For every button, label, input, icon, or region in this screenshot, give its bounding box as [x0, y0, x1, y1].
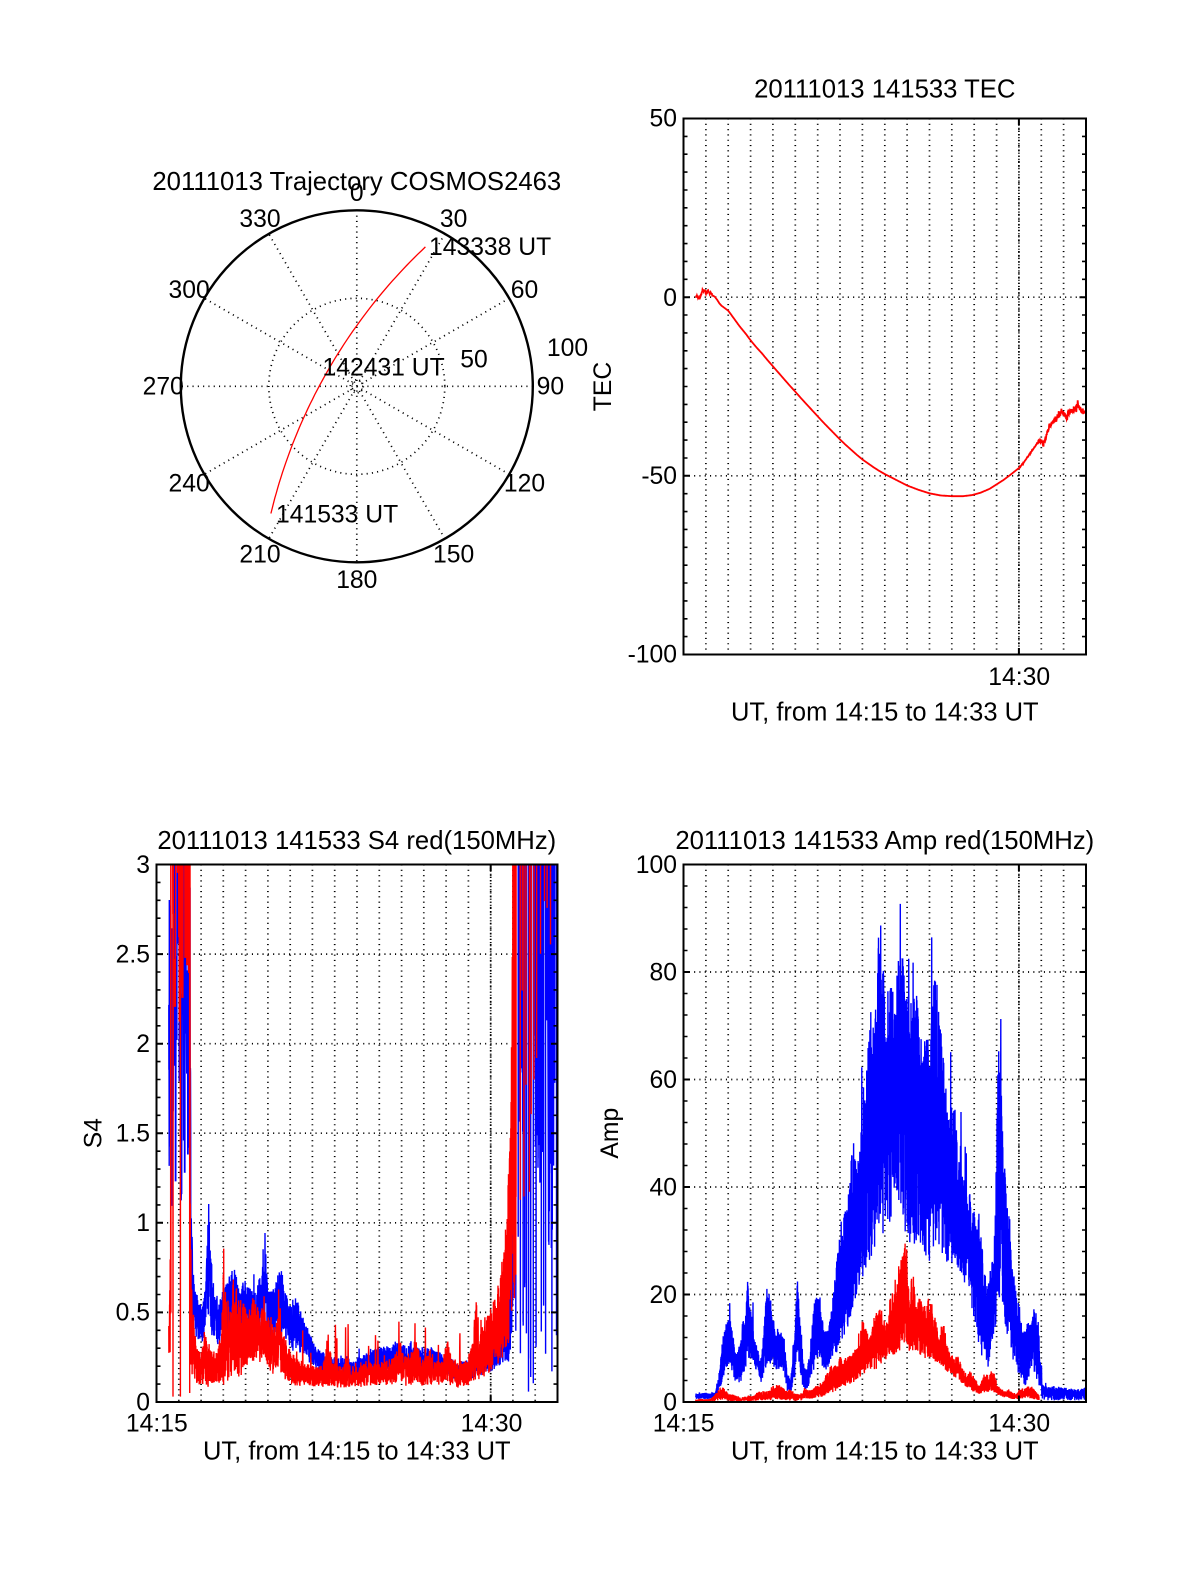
svg-text:14:30: 14:30	[461, 1411, 523, 1438]
svg-text:100: 100	[636, 852, 677, 879]
svg-text:1.5: 1.5	[116, 1121, 150, 1148]
svg-text:180: 180	[336, 567, 377, 594]
svg-text:20: 20	[650, 1282, 677, 1309]
svg-text:50: 50	[650, 106, 677, 133]
svg-text:0: 0	[663, 1389, 677, 1416]
svg-text:14:15: 14:15	[653, 1411, 715, 1438]
svg-text:141533 UT: 141533 UT	[276, 502, 398, 529]
svg-text:210: 210	[239, 541, 280, 568]
svg-text:3: 3	[136, 852, 150, 879]
svg-text:330: 330	[239, 206, 280, 233]
svg-text:14:30: 14:30	[988, 1411, 1050, 1438]
svg-text:100: 100	[547, 335, 588, 362]
svg-text:80: 80	[650, 959, 677, 986]
svg-text:50: 50	[460, 346, 487, 373]
svg-text:300: 300	[168, 277, 209, 304]
svg-text:S4: S4	[81, 1118, 108, 1148]
svg-text:40: 40	[650, 1174, 677, 1201]
svg-text:-100: -100	[628, 642, 677, 669]
svg-text:30: 30	[440, 206, 467, 233]
svg-text:143338 UT: 143338 UT	[429, 234, 551, 261]
svg-text:60: 60	[511, 277, 538, 304]
svg-text:20111013 Trajectory COSMOS2463: 20111013 Trajectory COSMOS2463	[152, 168, 561, 196]
svg-text:240: 240	[168, 470, 209, 497]
svg-text:20111013 141533 S4 red(150MHz): 20111013 141533 S4 red(150MHz)	[157, 827, 556, 855]
svg-text:270: 270	[143, 374, 184, 401]
svg-text:14:30: 14:30	[988, 664, 1050, 691]
svg-text:20111013 141533 Amp red(150MHz: 20111013 141533 Amp red(150MHz)	[675, 827, 1094, 855]
svg-text:0: 0	[136, 1389, 150, 1416]
svg-text:UT, from 14:15 to 14:33 UT: UT, from 14:15 to 14:33 UT	[731, 699, 1039, 727]
svg-text:20111013 141533 TEC: 20111013 141533 TEC	[754, 76, 1015, 104]
svg-text:UT, from 14:15 to 14:33 UT: UT, from 14:15 to 14:33 UT	[731, 1438, 1039, 1466]
svg-text:0: 0	[663, 285, 677, 312]
svg-text:142431 UT: 142431 UT	[323, 354, 445, 381]
svg-text:0: 0	[350, 180, 364, 207]
svg-text:UT, from 14:15 to 14:33 UT: UT, from 14:15 to 14:33 UT	[203, 1438, 511, 1466]
svg-text:120: 120	[504, 470, 545, 497]
svg-text:14:15: 14:15	[126, 1411, 188, 1438]
svg-text:0.5: 0.5	[116, 1300, 150, 1327]
svg-text:60: 60	[650, 1067, 677, 1094]
svg-text:1: 1	[136, 1210, 150, 1237]
svg-text:2.5: 2.5	[116, 941, 150, 968]
svg-text:Amp: Amp	[597, 1108, 624, 1159]
svg-text:-50: -50	[641, 463, 677, 490]
svg-text:90: 90	[537, 374, 564, 401]
svg-text:2: 2	[136, 1031, 150, 1058]
svg-text:TEC: TEC	[590, 362, 617, 411]
svg-text:150: 150	[433, 541, 474, 568]
